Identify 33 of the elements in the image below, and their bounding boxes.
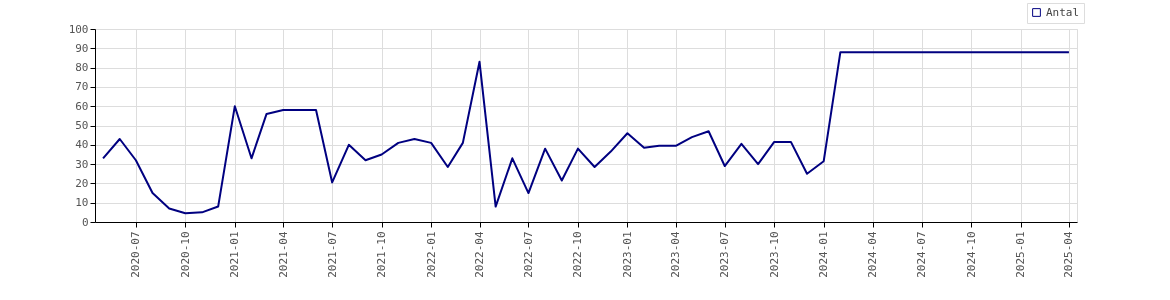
x-tick-label: 2024-01 bbox=[817, 231, 831, 278]
x-tick-label: 2020-10 bbox=[178, 231, 192, 278]
x-tick-label: 2022-10 bbox=[571, 231, 585, 278]
x-tick-label: 2025-04 bbox=[1062, 231, 1076, 278]
y-tick-label: 80 bbox=[75, 61, 89, 75]
x-tick-label: 2021-10 bbox=[375, 231, 389, 278]
y-tick-label: 10 bbox=[75, 196, 89, 210]
x-tick-label: 2021-07 bbox=[325, 231, 339, 278]
legend-label: Antal bbox=[1046, 5, 1080, 19]
x-tick-label: 2023-10 bbox=[767, 231, 781, 278]
y-tick-label: 60 bbox=[75, 99, 89, 113]
y-tick-label: 40 bbox=[75, 138, 89, 152]
x-tick-label: 2020-07 bbox=[129, 231, 143, 278]
x-tick-label: 2025-01 bbox=[1014, 231, 1028, 278]
x-tick-label: 2022-07 bbox=[521, 231, 535, 278]
y-tick-label: 100 bbox=[68, 22, 89, 36]
x-tick-label: 2024-04 bbox=[866, 231, 880, 278]
y-tick-label: 50 bbox=[75, 119, 89, 132]
y-tick-label: 70 bbox=[75, 80, 89, 94]
x-tick-label: 2022-04 bbox=[473, 231, 487, 278]
x-tick-label: 2023-01 bbox=[620, 231, 634, 278]
line-series bbox=[102, 51, 1070, 215]
x-tick-label: 2024-07 bbox=[915, 231, 929, 278]
x-tick-label: 2023-04 bbox=[669, 231, 683, 278]
x-tick-label: 2021-01 bbox=[228, 231, 242, 278]
x-tick-label: 2023-07 bbox=[718, 231, 732, 278]
x-tick-label: 2021-04 bbox=[276, 231, 290, 278]
y-tick-label: 20 bbox=[75, 176, 89, 190]
y-tick-label: 90 bbox=[75, 41, 89, 55]
x-tick-label: 2024-10 bbox=[964, 231, 978, 278]
x-tick-label: 2022-01 bbox=[424, 231, 438, 278]
y-tick-label: 0 bbox=[81, 215, 89, 229]
y-tick-label: 30 bbox=[75, 157, 89, 171]
